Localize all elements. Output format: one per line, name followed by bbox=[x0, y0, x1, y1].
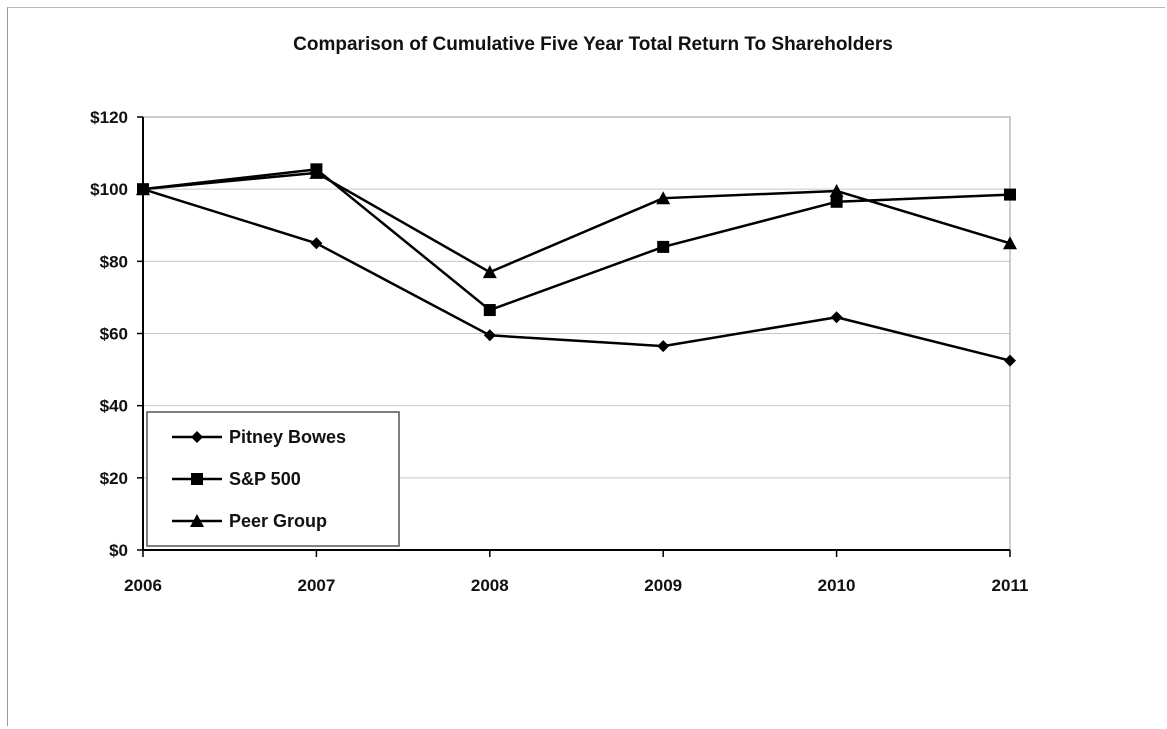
data-point-peer-group bbox=[136, 182, 150, 196]
legend-marker-pitney-bowes bbox=[191, 431, 203, 443]
y-axis-ticks: $0 $20 $40 $60 $80 $100 $120 bbox=[90, 108, 143, 560]
y-tick-label: $40 bbox=[100, 397, 128, 416]
x-axis-ticks: 2006 2007 2008 2009 2010 2011 bbox=[124, 550, 1028, 595]
legend-label: S&P 500 bbox=[229, 469, 301, 489]
series-line-s-p-500 bbox=[142, 168, 1011, 312]
series-line-peer-group bbox=[142, 171, 1011, 274]
x-tick-label: 2010 bbox=[818, 576, 856, 595]
x-tick-label: 2007 bbox=[297, 576, 335, 595]
y-tick-label: $80 bbox=[100, 252, 128, 271]
y-tick-label: $60 bbox=[100, 325, 128, 344]
legend-item-pitney-bowes: Pitney Bowes bbox=[172, 427, 346, 447]
legend-marker-peer-group bbox=[190, 514, 204, 527]
legend-label: Peer Group bbox=[229, 511, 327, 531]
y-tick-label: $100 bbox=[90, 180, 128, 199]
data-point-pitney-bowes bbox=[657, 340, 670, 353]
chart-frame bbox=[7, 7, 1165, 726]
x-tick-label: 2008 bbox=[471, 576, 509, 595]
data-point-pitney-bowes bbox=[830, 311, 843, 324]
data-point-peer-group bbox=[1003, 236, 1017, 250]
data-point-s-p-500 bbox=[483, 304, 496, 317]
x-tick-label: 2011 bbox=[992, 576, 1029, 595]
legend-item-s-p-500: S&P 500 bbox=[172, 469, 301, 489]
x-tick-label: 2006 bbox=[124, 576, 162, 595]
series-s-p-500 bbox=[137, 163, 1016, 317]
data-point-pitney-bowes bbox=[483, 329, 496, 342]
series-group bbox=[136, 163, 1017, 367]
series-pitney-bowes bbox=[137, 183, 1016, 367]
legend-label: Pitney Bowes bbox=[229, 427, 346, 447]
y-tick-label: $20 bbox=[100, 469, 128, 488]
data-point-s-p-500 bbox=[1004, 188, 1016, 201]
y-tick-label: $0 bbox=[109, 541, 128, 560]
data-point-peer-group bbox=[656, 191, 671, 205]
chart-title: Comparison of Cumulative Five Year Total… bbox=[293, 34, 893, 55]
series-line-pitney-bowes bbox=[142, 187, 1011, 362]
legend-item-peer-group: Peer Group bbox=[172, 511, 327, 531]
y-tick-label: $120 bbox=[90, 108, 128, 127]
legend-marker-s-p-500 bbox=[191, 473, 203, 485]
data-point-peer-group bbox=[482, 265, 497, 279]
data-point-pitney-bowes bbox=[1004, 354, 1016, 367]
series-peer-group bbox=[136, 165, 1017, 279]
data-point-peer-group bbox=[309, 165, 324, 179]
legend: Pitney Bowes S&P 500 Peer Group bbox=[146, 411, 400, 547]
data-point-s-p-500 bbox=[830, 195, 843, 208]
data-point-s-p-500 bbox=[657, 240, 670, 253]
x-tick-label: 2009 bbox=[644, 576, 682, 595]
data-point-peer-group bbox=[829, 183, 844, 197]
data-point-pitney-bowes bbox=[310, 237, 323, 250]
